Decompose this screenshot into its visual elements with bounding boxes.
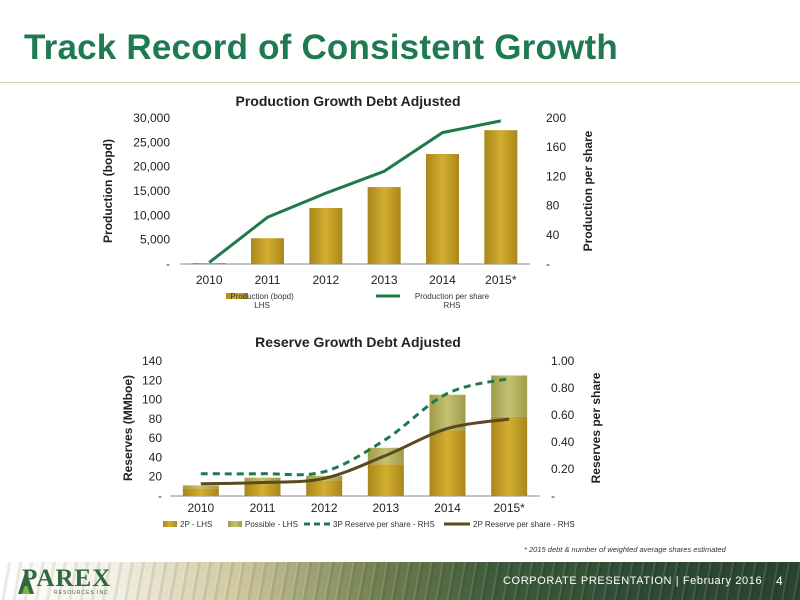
footer-texture xyxy=(0,562,800,600)
y2-tick-label: 80 xyxy=(546,199,560,213)
y2-tick-label: 200 xyxy=(546,111,566,125)
y2-tick-label: 160 xyxy=(546,140,566,154)
y-tick-label: 25,000 xyxy=(133,135,170,149)
legend-label-3p: 3P Reserve per share - RHS xyxy=(333,520,435,529)
y2-tick-label: 0.80 xyxy=(551,381,575,395)
2p-bar xyxy=(244,482,281,496)
y2-axis-label: Production per share xyxy=(581,130,595,251)
parex-logo-icon xyxy=(18,570,34,594)
x-tick-label: 2013 xyxy=(371,273,398,287)
footer-text: CORPORATE PRESENTATION | February 2016 xyxy=(503,575,763,587)
2p-reserve-per-share-line xyxy=(200,417,510,486)
x-tick-label: 2012 xyxy=(312,273,339,287)
x-tick-label: 2010 xyxy=(196,273,223,287)
y-tick-label: 60 xyxy=(149,431,163,445)
2p-bar xyxy=(491,416,528,496)
3p-reserve-per-share-line xyxy=(200,377,510,477)
y-tick-label: 120 xyxy=(142,373,162,387)
y-tick-label: 140 xyxy=(142,354,162,368)
possible-bar xyxy=(182,485,219,489)
possible-bar xyxy=(491,375,528,417)
y-axis-label: Reserves (MMboe) xyxy=(121,375,135,481)
y-tick-label: - xyxy=(166,257,170,271)
production-per-share-line xyxy=(208,119,502,264)
x-tick-label: 2011 xyxy=(250,501,276,515)
logo-text: PAREX xyxy=(22,565,112,592)
legend-label-possible: Possible - LHS xyxy=(245,520,298,529)
x-tick-label: 2014 xyxy=(429,273,456,287)
2p-bar xyxy=(306,480,343,496)
y-axis-label: Production (bopd) xyxy=(101,139,115,243)
legend-label-pps: Production per share RHS xyxy=(415,292,490,310)
y2-axis-label: Reserves per share xyxy=(589,372,603,483)
legend-label-2p-line: 2P Reserve per share - RHS xyxy=(473,520,575,529)
x-tick-label: 2011 xyxy=(255,273,281,287)
reserve-chart: Reserve Growth Debt Adjusted - 20 40 60 80 10… xyxy=(121,334,603,529)
legend-label-2p: 2P - LHS xyxy=(180,520,212,529)
footer-bar: PAREX RESOURCES INC CORPORATE PRESENTATI… xyxy=(0,562,800,600)
production-chart: Production Growth Debt Adjusted - 5,000 10… xyxy=(101,93,595,310)
slide-title: Track Record of Consistent Growth xyxy=(24,28,618,67)
x-tick-label: 2010 xyxy=(187,501,214,515)
2p-bar xyxy=(429,430,466,496)
production-bar xyxy=(426,154,459,264)
legend-label-production: Production (bopd) LHS xyxy=(230,292,294,310)
legend-swatch-production xyxy=(226,293,248,299)
y-tick-label: 100 xyxy=(142,393,162,407)
possible-bar xyxy=(244,477,281,483)
y-tick-label: - xyxy=(158,489,162,503)
chart-title: Reserve Growth Debt Adjusted xyxy=(255,334,461,350)
y2-tick-label: 0.40 xyxy=(551,435,575,449)
production-bar xyxy=(309,208,343,264)
production-bar xyxy=(484,130,518,264)
legend-swatch-2p xyxy=(163,521,177,527)
footnote: * 2015 debt & number of weighted average… xyxy=(524,545,726,554)
y2-tick-label: 0.20 xyxy=(551,462,575,476)
x-tick-label: 2014 xyxy=(434,501,461,515)
x-tick-label: 2013 xyxy=(372,501,399,515)
y-tick-label: 30,000 xyxy=(133,111,170,125)
y-tick-label: 10,000 xyxy=(133,208,170,222)
x-tick-label: 2015* xyxy=(485,273,517,287)
y2-tick-label: - xyxy=(551,489,555,503)
y2-tick-label: 0.60 xyxy=(551,408,575,422)
page-number: 4 xyxy=(776,574,783,588)
2p-bar xyxy=(182,488,219,496)
y-tick-label: 5,000 xyxy=(140,233,170,247)
y2-tick-label: - xyxy=(546,257,550,271)
y2-tick-label: 120 xyxy=(546,169,566,183)
chart-title: Production Growth Debt Adjusted xyxy=(235,93,460,109)
y-tick-label: 15,000 xyxy=(133,184,170,198)
y2-tick-label: 1.00 xyxy=(551,354,575,368)
legend-swatch-possible xyxy=(228,521,242,527)
production-bar xyxy=(192,263,226,264)
y-tick-label: 20 xyxy=(149,470,163,484)
production-bar xyxy=(251,238,284,264)
2p-bar xyxy=(367,464,404,496)
y-tick-label: 20,000 xyxy=(133,160,170,174)
title-divider xyxy=(0,82,800,83)
y2-tick-label: 40 xyxy=(546,228,560,242)
y-tick-label: 80 xyxy=(149,412,163,426)
x-tick-label: 2015* xyxy=(493,501,525,515)
logo-subtext: RESOURCES INC xyxy=(54,590,109,596)
x-tick-label: 2012 xyxy=(311,501,338,515)
production-bar xyxy=(367,187,401,264)
y-tick-label: 40 xyxy=(149,450,163,464)
